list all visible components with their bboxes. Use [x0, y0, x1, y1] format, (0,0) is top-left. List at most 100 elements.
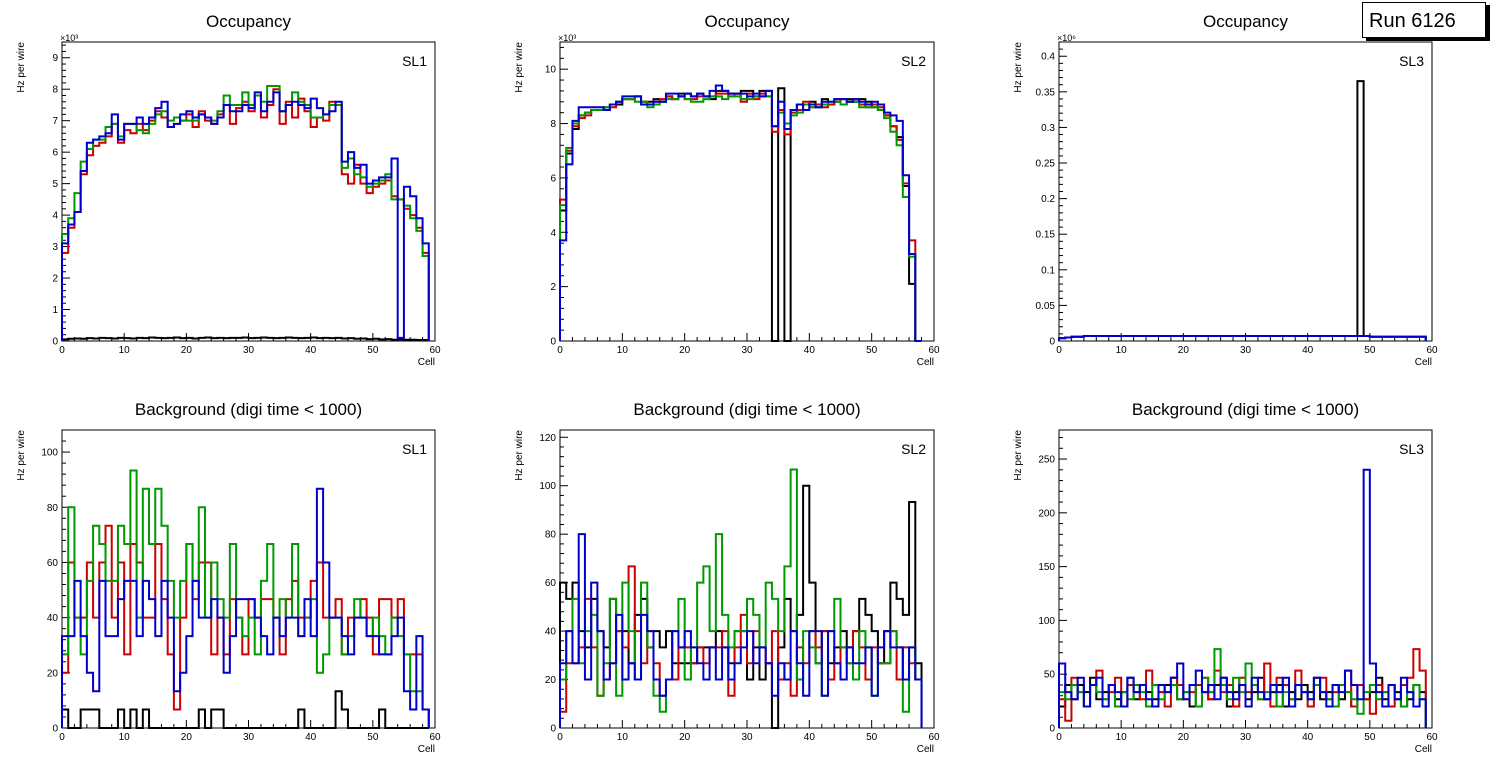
panel-2: Occupancy SL2 ×10³ 0 10 20 30 40 50 60 0 2 4 6 8 10 Cell… [514, 12, 940, 368]
panel-label: SL3 [1399, 53, 1424, 69]
panel-label: SL1 [402, 441, 427, 457]
y-tick-label: 120 [539, 433, 556, 444]
x-tick-label: 20 [1178, 345, 1190, 356]
x-tick-label: 60 [429, 732, 441, 743]
x-tick-label: 60 [1426, 732, 1438, 743]
series-blue-line [61, 91, 430, 341]
axis-exponent: ×10³ [60, 33, 78, 43]
chart-title: Background (digi time < 1000) [135, 400, 362, 419]
y-tick-label: 8 [52, 85, 58, 96]
x-tick-label: 50 [1364, 732, 1376, 743]
y-tick-label: 0 [550, 724, 556, 735]
y-tick-label: 50 [1044, 670, 1056, 681]
y-tick-label: 250 [1038, 455, 1055, 466]
x-tick-label: 0 [1056, 732, 1062, 743]
y-axis-label: Hz per wire [1013, 430, 1024, 481]
series-black-line [559, 87, 922, 342]
y-tick-label: 80 [47, 503, 59, 514]
y-tick-label: 0 [52, 724, 58, 735]
panel-3: Occupancy SL3 ×10⁶ 0 10 20 30 40 50 60 0 0.05 0.1 0.1… [1013, 12, 1438, 368]
x-tick-label: 50 [1364, 345, 1376, 356]
y-tick-label: 0.1 [1041, 265, 1055, 276]
chart-title: Background (digi time < 1000) [633, 400, 860, 419]
y-tick-label: 2 [52, 274, 58, 285]
x-tick-label: 30 [1240, 345, 1252, 356]
y-tick-label: 40 [545, 627, 557, 638]
x-tick-label: 40 [305, 345, 317, 356]
x-tick-label: 10 [1116, 345, 1128, 356]
y-tick-label: 9 [52, 53, 58, 64]
panel-5: Background (digi time < 1000) SL2 0 10 20 30 4… [514, 400, 940, 755]
series-blue-line [559, 533, 923, 728]
y-tick-label: 0.3 [1041, 123, 1055, 134]
y-axis-label: Hz per wire [514, 42, 525, 93]
x-tick-label: 0 [59, 345, 65, 356]
x-axis-label: Cell [917, 744, 934, 755]
y-tick-label: 7 [52, 116, 58, 127]
chart-title: Occupancy [206, 12, 292, 31]
axis-exponent: ×10⁶ [1057, 33, 1076, 43]
y-tick-label: 0.15 [1036, 230, 1056, 241]
y-tick-label: 200 [1038, 508, 1055, 519]
y-axis-label: Hz per wire [514, 430, 525, 481]
x-axis-label: Cell [418, 357, 435, 368]
y-tick-label: 60 [47, 558, 59, 569]
x-tick-label: 60 [1426, 345, 1438, 356]
x-axis-label: Cell [1415, 744, 1432, 755]
series-black-line [61, 336, 430, 342]
y-tick-label: 80 [545, 530, 557, 541]
y-tick-label: 0 [550, 337, 556, 348]
series-green-line [559, 468, 923, 728]
x-tick-label: 10 [617, 345, 629, 356]
y-tick-label: 20 [545, 675, 557, 686]
panel-label: SL1 [402, 53, 427, 69]
y-tick-label: 40 [47, 613, 59, 624]
y-tick-label: 100 [539, 481, 556, 492]
x-tick-label: 40 [1302, 732, 1314, 743]
series-blue-line [61, 487, 430, 728]
series-blue-line [1058, 468, 1427, 728]
y-tick-label: 0.2 [1041, 194, 1055, 205]
y-axis-label: Hz per wire [16, 430, 27, 481]
chart-title: Background (digi time < 1000) [1132, 400, 1359, 419]
y-tick-label: 6 [550, 173, 556, 184]
x-tick-label: 50 [866, 732, 878, 743]
chart-title: Occupancy [704, 12, 790, 31]
x-tick-label: 30 [243, 345, 255, 356]
series-red-line [1058, 648, 1427, 728]
x-tick-label: 0 [557, 345, 563, 356]
x-tick-label: 40 [1302, 345, 1314, 356]
x-tick-label: 60 [928, 345, 940, 356]
y-tick-label: 5 [52, 179, 58, 190]
y-tick-label: 8 [550, 119, 556, 130]
x-tick-label: 0 [557, 732, 563, 743]
x-tick-label: 40 [305, 732, 317, 743]
x-tick-label: 30 [741, 345, 753, 356]
x-tick-label: 60 [928, 732, 940, 743]
x-tick-label: 60 [429, 345, 441, 356]
series-blue-line [1058, 335, 1427, 341]
y-tick-label: 10 [545, 65, 557, 76]
y-tick-label: 0.35 [1036, 87, 1056, 98]
panel-6: Background (digi time < 1000) SL3 0 10 20 30 4… [1013, 400, 1438, 755]
y-tick-label: 60 [545, 578, 557, 589]
y-axis-label: Hz per wire [16, 42, 27, 93]
series-green-line [61, 85, 430, 341]
series-green-line [1058, 648, 1427, 728]
y-tick-label: 2 [550, 282, 556, 293]
x-tick-label: 20 [679, 732, 691, 743]
x-tick-label: 50 [367, 345, 379, 356]
y-tick-label: 0.25 [1036, 159, 1056, 170]
x-tick-label: 40 [804, 732, 816, 743]
y-tick-label: 6 [52, 148, 58, 159]
x-tick-label: 40 [804, 345, 816, 356]
series-black-line [61, 690, 429, 729]
y-tick-label: 4 [550, 228, 556, 239]
x-tick-label: 50 [367, 732, 379, 743]
y-tick-label: 4 [52, 211, 58, 222]
series-blue-line [559, 84, 922, 342]
x-axis-label: Cell [917, 357, 934, 368]
y-tick-label: 0 [52, 337, 58, 348]
x-tick-label: 0 [1056, 345, 1062, 356]
